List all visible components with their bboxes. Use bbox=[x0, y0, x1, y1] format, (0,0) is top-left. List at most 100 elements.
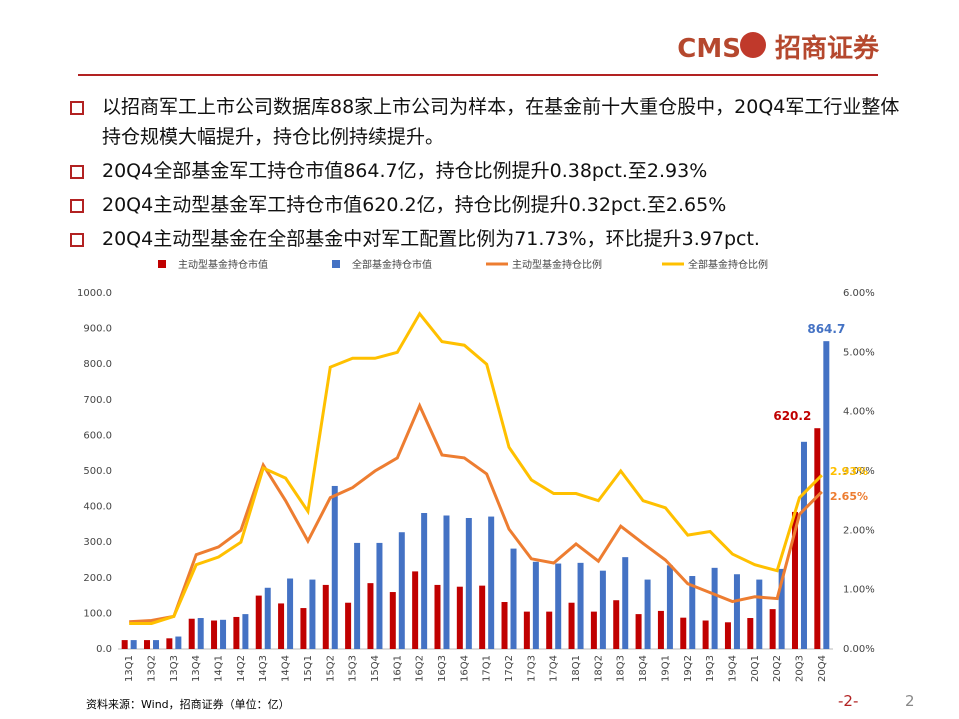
bar bbox=[622, 557, 629, 649]
y2-tick-label: 6.00% bbox=[843, 288, 875, 299]
x-tick-label: 14Q2 bbox=[236, 655, 247, 682]
x-tick-label: 15Q3 bbox=[348, 655, 359, 682]
y2-tick-label: 4.00% bbox=[843, 407, 875, 418]
bar bbox=[220, 619, 227, 649]
bar bbox=[465, 517, 472, 649]
data-label: 864.7 bbox=[807, 322, 845, 336]
bullet-text: 20Q4主动型基金在全部基金中对军工配置比例为71.73%，环比提升3.97pc… bbox=[102, 228, 760, 250]
bar bbox=[166, 638, 173, 649]
bar bbox=[412, 571, 419, 649]
bar bbox=[188, 618, 195, 649]
x-tick-label: 18Q1 bbox=[571, 655, 582, 682]
y-tick-label: 300.0 bbox=[83, 537, 112, 548]
bullet-text: 20Q4全部基金军工持仓市值864.7亿，持仓比例提升0.38pct.至2.93… bbox=[102, 160, 708, 182]
line bbox=[129, 311, 823, 625]
bar bbox=[354, 542, 361, 649]
logo: CMS 招商证券 bbox=[677, 28, 879, 65]
page-label: -2- bbox=[838, 692, 859, 710]
bar bbox=[501, 602, 508, 649]
bar bbox=[546, 611, 553, 649]
legend-label: 主动型基金持仓比例 bbox=[512, 258, 602, 271]
bar bbox=[666, 565, 673, 649]
y-tick-label: 600.0 bbox=[83, 430, 112, 441]
x-tick-label: 17Q3 bbox=[526, 655, 537, 682]
y-tick-label: 100.0 bbox=[83, 608, 112, 619]
y2-tick-label: 5.00% bbox=[843, 347, 875, 358]
y-tick-label: 0.0 bbox=[96, 644, 112, 655]
y2-tick-label: 3.00% bbox=[843, 466, 875, 477]
legend-swatch bbox=[158, 260, 166, 268]
legend-label: 主动型基金持仓市值 bbox=[178, 258, 268, 271]
legend-swatch bbox=[332, 260, 340, 268]
x-tick-label: 16Q4 bbox=[459, 655, 470, 682]
chart: 0.0 100.0 200.0 300.0 400.0 500.0 600.0 700.0 80… bbox=[77, 258, 875, 682]
bar bbox=[613, 600, 620, 649]
logo-text: CMS bbox=[677, 34, 741, 64]
y-tick-label: 200.0 bbox=[83, 573, 112, 584]
x-tick-label: 18Q2 bbox=[593, 655, 604, 682]
x-tick-label: 19Q1 bbox=[660, 655, 671, 682]
x-tick-label: 15Q2 bbox=[325, 655, 336, 682]
bar bbox=[434, 584, 441, 649]
bar bbox=[733, 574, 740, 649]
bar bbox=[532, 561, 539, 649]
bar bbox=[331, 485, 338, 649]
bullet: 以招商军工上市公司数据库88家上市公司为样本，在基金前十大重仓股中，20Q4军工… bbox=[68, 92, 918, 152]
y2-tick-label: 2.00% bbox=[843, 525, 875, 536]
bullet: 20Q4全部基金军工持仓市值864.7亿，持仓比例提升0.38pct.至2.93… bbox=[68, 156, 918, 186]
bar bbox=[488, 516, 495, 649]
bar bbox=[153, 640, 160, 649]
x-tick-label: 20Q1 bbox=[750, 655, 761, 682]
x-tick-label: 15Q1 bbox=[303, 655, 314, 682]
bar bbox=[711, 567, 718, 649]
bar bbox=[278, 603, 285, 649]
x-tick-label: 20Q4 bbox=[817, 655, 828, 682]
bar bbox=[577, 562, 584, 649]
x-tick-label: 15Q4 bbox=[370, 655, 381, 682]
x-tick-label: 20Q2 bbox=[772, 655, 783, 682]
bar bbox=[702, 620, 709, 649]
bar bbox=[599, 570, 606, 649]
bar bbox=[590, 611, 597, 649]
page-number: 2 bbox=[905, 692, 915, 710]
bar bbox=[197, 618, 204, 649]
line bbox=[129, 402, 823, 624]
bar bbox=[747, 618, 754, 649]
x-tick-label: 14Q1 bbox=[214, 655, 225, 682]
bar bbox=[568, 602, 575, 649]
bar bbox=[814, 428, 821, 649]
x-tick-label: 16Q1 bbox=[392, 655, 403, 682]
data-label: 2.93% bbox=[830, 465, 868, 478]
y-tick-label: 500.0 bbox=[83, 466, 112, 477]
bar bbox=[479, 585, 486, 649]
data-label: 620.2 bbox=[773, 409, 811, 423]
bar bbox=[389, 592, 396, 649]
bar bbox=[555, 563, 562, 649]
y2-tick-label: 0.00% bbox=[843, 644, 875, 655]
bar bbox=[456, 586, 463, 649]
bar bbox=[800, 441, 807, 649]
bar bbox=[345, 602, 352, 649]
bar bbox=[233, 616, 240, 649]
y2-tick-label: 1.00% bbox=[843, 585, 875, 596]
x-tick-label: 16Q2 bbox=[415, 655, 426, 682]
logo-icon bbox=[740, 32, 766, 58]
x-tick-label: 17Q1 bbox=[482, 655, 493, 682]
x-tick-label: 13Q2 bbox=[147, 655, 158, 682]
bar bbox=[175, 636, 182, 649]
bar bbox=[309, 579, 316, 649]
x-tick-label: 14Q4 bbox=[281, 655, 292, 682]
bar bbox=[510, 548, 517, 649]
y-tick-label: 400.0 bbox=[83, 502, 112, 513]
bar bbox=[144, 640, 151, 649]
bar bbox=[778, 568, 785, 649]
y-tick-label: 900.0 bbox=[83, 324, 112, 335]
bar bbox=[300, 608, 307, 649]
bar bbox=[724, 622, 731, 649]
bar bbox=[680, 617, 687, 649]
company: 招商证券 bbox=[774, 34, 879, 64]
bullet-text: 20Q4主动型基金军工持仓市值620.2亿，持仓比例提升0.32pct.至2.6… bbox=[102, 194, 727, 216]
x-tick-label: 18Q4 bbox=[638, 655, 649, 682]
bar bbox=[211, 620, 218, 649]
